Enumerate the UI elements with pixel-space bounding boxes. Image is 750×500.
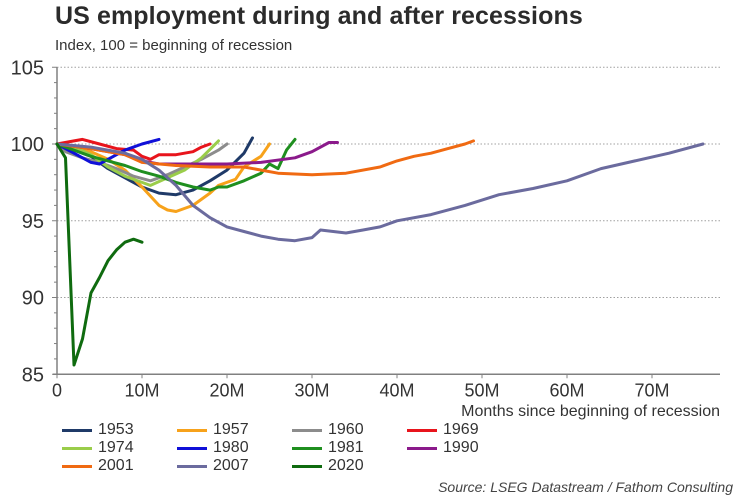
legend-swatch [407,428,437,432]
legend-swatch [407,446,437,450]
chart-title: US employment during and after recession… [55,2,583,30]
x-tick-label: 60M [549,380,584,400]
legend-label: 1953 [98,421,134,438]
legend-label: 1980 [213,439,249,456]
legend-swatch [62,464,92,468]
x-tick-label: 70M [634,380,669,400]
series-line-1980 [55,137,161,166]
x-tick-label: 10M [124,380,159,400]
y-tick-label: 105 [11,57,44,79]
chart-subtitle: Index, 100 = beginning of recession [55,37,293,54]
legend-label: 2020 [328,457,364,474]
legend-item-1981: 1981 [292,439,364,457]
legend-label: 1990 [443,439,479,456]
x-tick-label: 0 [52,380,62,400]
y-tick-label: 90 [22,288,44,310]
series-line-1981 [55,137,297,192]
legend-swatch [62,446,92,450]
legend-item-2007: 2007 [177,457,249,475]
legend-item-1953: 1953 [62,421,134,439]
legend-item-1974: 1974 [62,439,134,457]
legend-label: 2007 [213,457,249,474]
legend-swatch [292,446,322,450]
y-tick-label: 85 [22,364,44,386]
legend-label: 1974 [98,439,134,456]
legend-label: 1969 [443,421,479,438]
legend-item-2020: 2020 [292,457,364,475]
series-line-1969 [55,137,212,161]
legend-item-1969: 1969 [407,421,479,439]
legend-item-1960: 1960 [292,421,364,439]
x-tick-label: 40M [379,380,414,400]
x-tick-label: 20M [209,380,244,400]
y-tick-label: 95 [22,211,44,233]
source-note: Source: LSEG Datastream / Fathom Consult… [438,479,733,495]
x-tick-label: 30M [294,380,329,400]
x-axis-label: Months since beginning of recession [461,403,720,420]
series-line-2020 [55,142,144,367]
axes: 85 90 95 100 105 0 10M 20M 30M 40M 50M 60M 70M [11,57,720,400]
series-line-2001 [55,139,475,177]
legend-label: 2001 [98,457,134,474]
legend-label: 1960 [328,421,364,438]
legend-label: 1957 [213,421,249,438]
legend-swatch [292,464,322,468]
series-line-1957 [55,142,271,213]
legend-swatch [177,428,207,432]
y-tick-label: 100 [11,134,44,156]
series-lines [55,136,705,367]
series-line-2007 [55,142,705,243]
legend-item-1957: 1957 [177,421,249,439]
legend-swatch [177,446,207,450]
legend-item-1990: 1990 [407,439,479,457]
x-tick-label: 50M [464,380,499,400]
legend-item-1980: 1980 [177,439,249,457]
legend-swatch [292,428,322,432]
legend-swatch [62,428,92,432]
legend-label: 1981 [328,439,364,456]
legend-swatch [177,464,207,468]
legend-item-2001: 2001 [62,457,134,475]
